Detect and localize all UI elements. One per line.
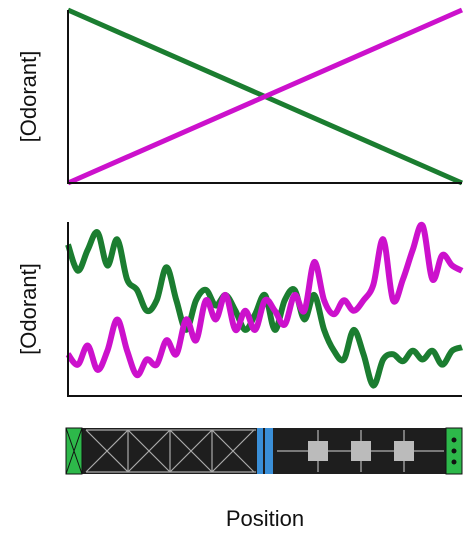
y-axis-label: [Odorant]: [16, 263, 41, 355]
data-line: [68, 225, 462, 375]
outlet-dot: [452, 449, 457, 454]
sensor: [351, 441, 371, 461]
x-axis-label: Position: [226, 506, 304, 531]
y-axis-label: [Odorant]: [16, 51, 41, 143]
figure: [Odorant] [Odorant] Position: [0, 0, 464, 534]
channel-diagram: [66, 428, 462, 474]
sensor: [308, 441, 328, 461]
outlet-dot: [452, 438, 457, 443]
outlet-dot: [452, 460, 457, 465]
data-line: [68, 232, 462, 385]
axis-line: [68, 222, 462, 396]
sensor: [394, 441, 414, 461]
